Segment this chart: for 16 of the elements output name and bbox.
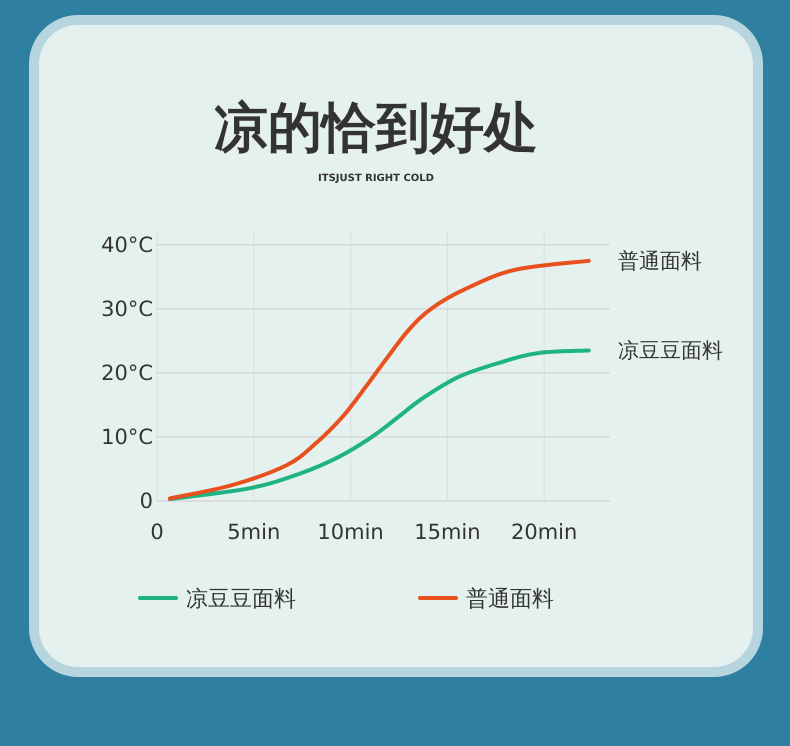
legend-label: 凉豆豆面料 <box>186 587 296 612</box>
x-tick-label: 10min <box>317 520 384 544</box>
y-tick-label: 0 <box>140 489 153 513</box>
y-tick-label: 20°C <box>101 360 153 385</box>
line-series <box>168 258 591 500</box>
y-tick-label: 40°C <box>101 232 153 257</box>
x-tick-label: 5min <box>227 520 280 544</box>
x-tick-label: 20min <box>511 520 578 544</box>
chart-title: 凉的恰到好处 <box>214 96 538 159</box>
y-tick-label: 10°C <box>101 424 153 449</box>
legend-label: 普通面料 <box>466 587 554 612</box>
y-tick-label: 30°C <box>101 296 153 321</box>
series: 凉豆豆面料 <box>168 338 723 502</box>
x-tick-label: 15min <box>414 520 481 544</box>
chart-subtitle: ITSJUST RIGHT COLD <box>318 173 434 184</box>
line-series <box>168 348 591 502</box>
